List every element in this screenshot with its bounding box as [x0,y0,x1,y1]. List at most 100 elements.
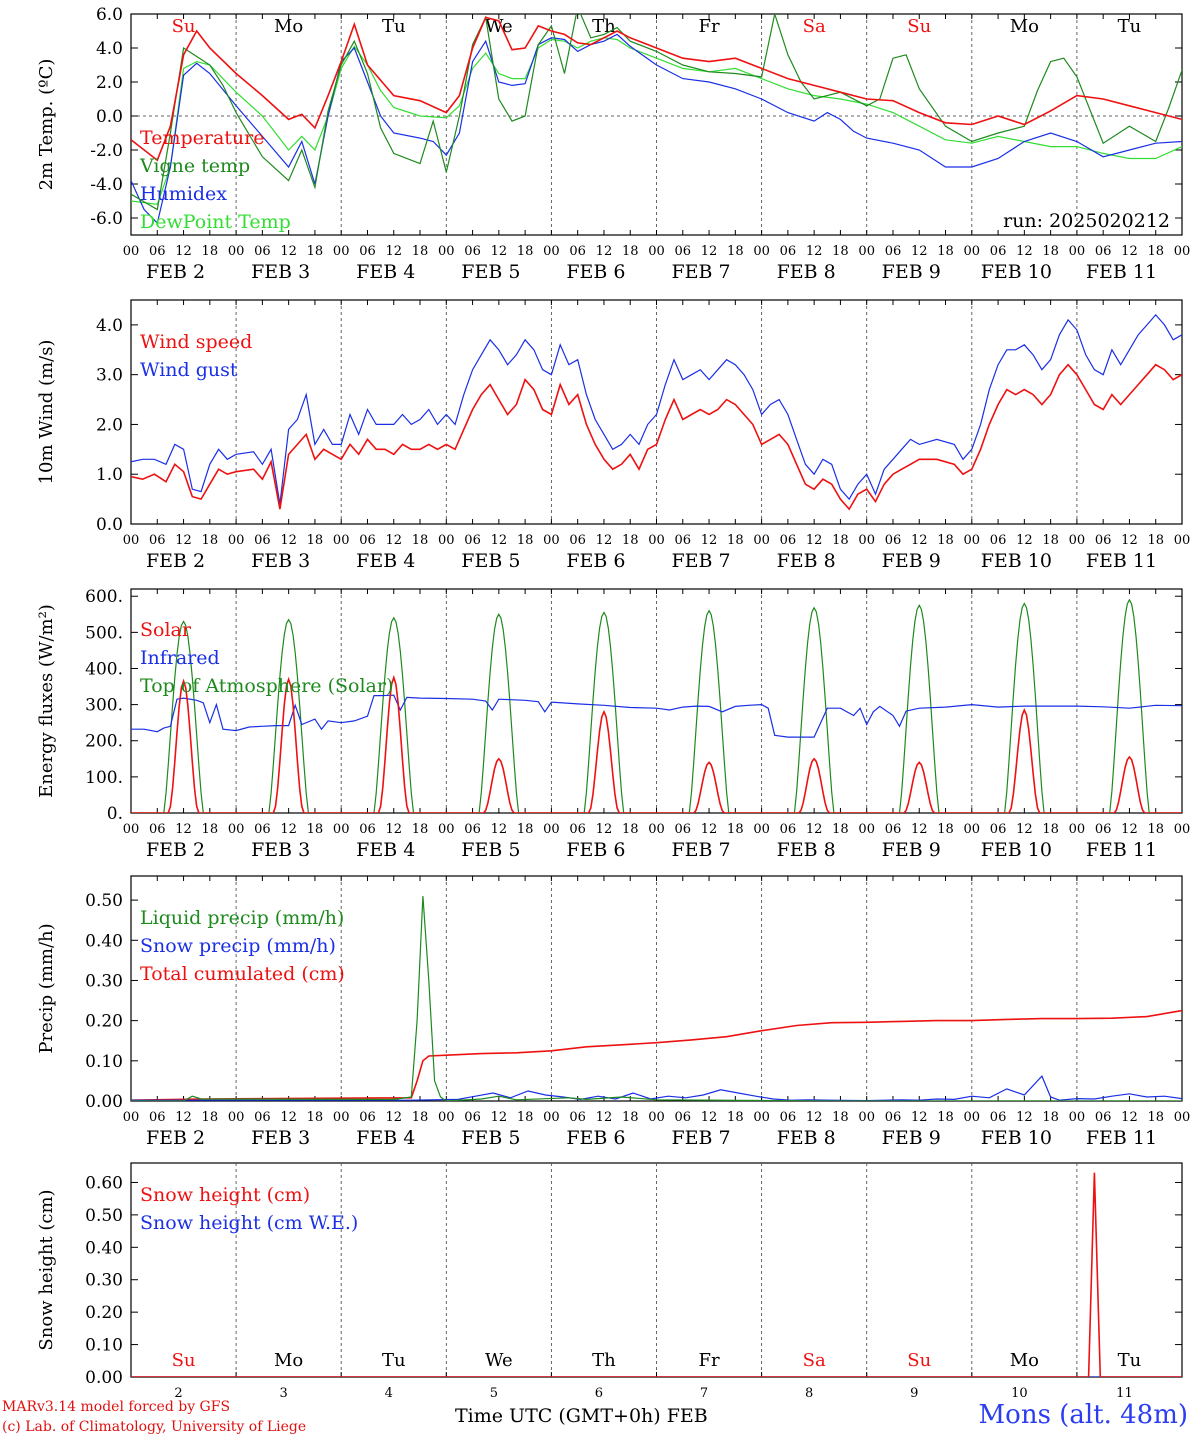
hour-tick-label: 00 [438,244,455,259]
series-line-top-of-atmosphere-solar- [131,598,1182,813]
date-label: FEB 6 [566,1127,625,1149]
hour-tick-label: 12 [1016,244,1033,259]
hour-tick-label: 18 [412,1110,429,1125]
hour-tick-label: 06 [149,822,166,837]
day-number-label: 6 [595,1386,603,1401]
date-label: FEB 6 [566,839,625,861]
date-label: FEB 3 [251,261,310,283]
hour-tick-label: 00 [543,822,560,837]
hour-tick-label: 18 [622,1110,639,1125]
panel-temperature: 6.0 4.0 2.0 0.0 -2.0 -4.0 -6.0 2m Temp. (ºC) 00 0… [36,5,1190,283]
y-axis-title: Energy fluxes (W/m²) [36,604,57,798]
hour-tick-label: 06 [885,1110,902,1125]
series-group [131,598,1182,813]
date-label: FEB 8 [777,839,836,861]
hour-tick-label: 00 [964,244,981,259]
hour-tick-label: 06 [1095,244,1112,259]
series-line-solar [131,674,1182,813]
legend-entry: DewPoint Temp [140,211,291,233]
hour-tick-label: 00 [753,244,770,259]
hour-tick-label: 18 [517,244,534,259]
hour-tick-label: 00 [1069,822,1086,837]
hour-tick-label: 12 [175,533,192,548]
date-label: FEB 5 [461,550,520,572]
hour-tick-label: 06 [1095,533,1112,548]
y-tick-label: 0.0 [96,515,123,535]
hour-tick-label: 12 [596,244,613,259]
hour-tick-label: 06 [569,1110,586,1125]
panel-wind: 4.0 3.0 2.0 1.0 0.0 10m Wind (m/s) 00 06 12 18 00 0… [36,299,1191,572]
hour-tick-label: 00 [648,533,665,548]
day-of-week-label: Fr [699,16,720,37]
date-label: FEB 5 [461,839,520,861]
hour-tick-label: 06 [990,244,1007,259]
legend-entry: Temperature [140,127,264,149]
hour-tick-label: 00 [228,1110,245,1125]
hour-tick-label: 00 [1174,533,1191,548]
hour-tick-label: 12 [1121,1110,1138,1125]
series-line-snow-precip-mm-h- [131,1075,1182,1101]
series-line-infrared [131,694,1182,738]
series-line-snow-height-cm- [131,1172,1182,1377]
hour-tick-label: 00 [438,533,455,548]
hour-tick-label: 18 [727,1110,744,1125]
hour-tick-label: 06 [780,1110,797,1125]
date-label: FEB 10 [981,1127,1052,1149]
legend-entry: Total cumulated (cm) [140,963,345,985]
day-of-week-label: Fr [699,1350,720,1371]
y-tick-label: 0.50 [85,1206,123,1226]
hour-tick-label: 00 [543,533,560,548]
hour-tick-label: 18 [937,533,954,548]
hour-tick-label: 12 [491,533,508,548]
y-tick-label: 100. [85,768,123,788]
hour-tick-label: 18 [307,822,324,837]
date-label: FEB 4 [356,261,415,283]
hour-tick-label: 06 [149,533,166,548]
hour-tick-label: 06 [569,244,586,259]
hour-tick-label: 00 [1069,1110,1086,1125]
y-tick-label: 300. [85,696,123,716]
hour-tick-label: 00 [648,822,665,837]
y-tick-label: 0.00 [85,1092,123,1112]
y-tick-label: 0. [107,804,123,824]
series-line-liquid-precip-mm-h- [131,896,1182,1101]
date-label: FEB 11 [1086,261,1157,283]
hour-tick-label: 06 [885,244,902,259]
series-group [131,1172,1182,1377]
hour-tick-label: 06 [675,244,692,259]
day-of-week-label: We [485,1350,513,1371]
day-of-week-label: Sa [803,1350,826,1371]
hour-tick-label: 12 [385,244,402,259]
day-number-label: 2 [174,1386,182,1401]
hour-tick-label: 06 [254,244,271,259]
hour-tick-label: 18 [1042,822,1059,837]
date-label: FEB 2 [146,1127,205,1149]
hour-tick-label: 06 [569,533,586,548]
y-tick-label: 0.10 [85,1052,123,1072]
hour-tick-label: 18 [1147,244,1164,259]
day-of-week-label: Tu [1118,16,1142,37]
hour-tick-label: 06 [780,244,797,259]
hour-tick-label: 00 [753,1110,770,1125]
y-tick-label: 500. [85,623,123,643]
legend-entry: Vigne temp [139,155,250,177]
hour-tick-label: 06 [464,244,481,259]
hour-tick-label: 00 [964,1110,981,1125]
date-label: FEB 4 [356,839,415,861]
hour-tick-label: 00 [123,822,140,837]
hour-tick-label: 06 [1095,822,1112,837]
date-label: FEB 7 [671,550,730,572]
day-of-week-label: Th [592,1350,616,1371]
hour-tick-label: 18 [832,244,849,259]
y-tick-label: 400. [85,659,123,679]
hour-tick-label: 18 [1042,533,1059,548]
hour-tick-label: 00 [438,822,455,837]
hour-tick-label: 06 [359,822,376,837]
hour-tick-label: 06 [464,533,481,548]
day-of-week-label: Mo [274,1350,303,1371]
hour-tick-label: 00 [648,1110,665,1125]
hour-tick-label: 00 [228,244,245,259]
date-label: FEB 8 [777,261,836,283]
hour-tick-label: 12 [1121,533,1138,548]
